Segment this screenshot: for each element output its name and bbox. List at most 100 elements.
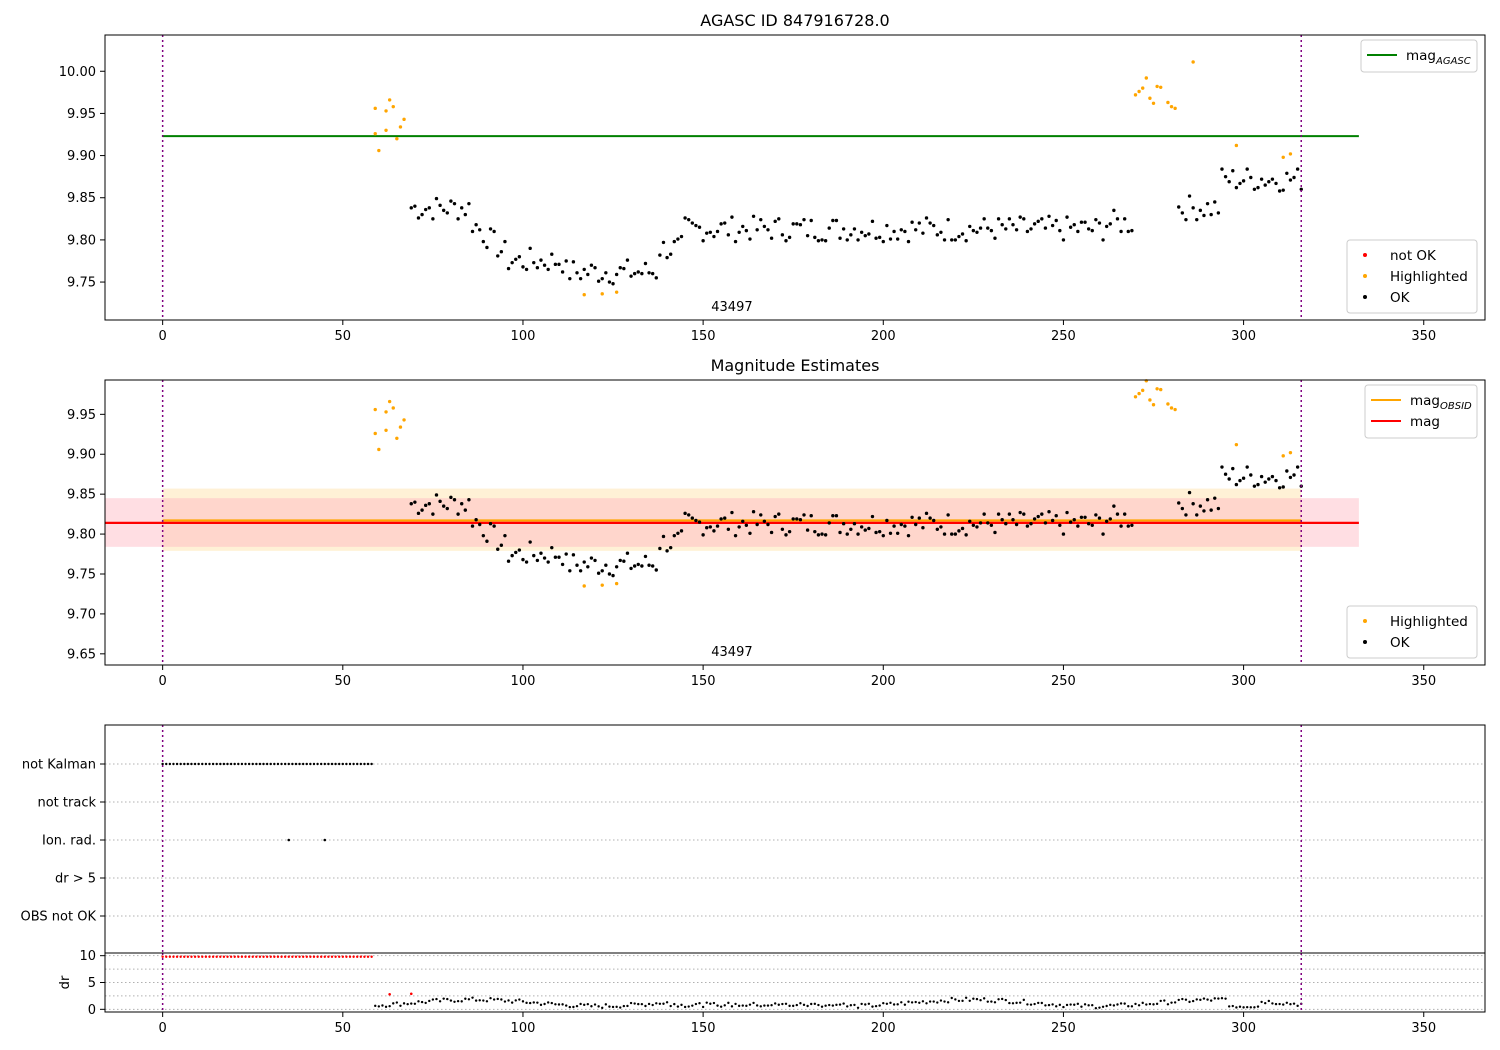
- not-kalman-point: [366, 762, 370, 766]
- x-tick-label: 0: [159, 1021, 167, 1036]
- ok-point: [982, 512, 986, 516]
- dr-point: [467, 998, 471, 1001]
- ok-point: [593, 558, 597, 563]
- ok-point: [427, 502, 431, 506]
- dr-capped-point: [327, 955, 330, 958]
- ok-point: [802, 217, 806, 222]
- ok-point: [1050, 518, 1055, 523]
- dr-capped-point: [356, 955, 359, 958]
- not-kalman-point: [352, 762, 355, 766]
- ok-point: [787, 235, 792, 240]
- dr-point: [1105, 1004, 1108, 1008]
- flag-category-label: not Kalman: [22, 758, 96, 773]
- dr-point: [849, 1004, 853, 1007]
- y-tick-label: 9.85: [67, 488, 96, 503]
- ok-point: [921, 231, 925, 235]
- ok-point: [1292, 473, 1296, 477]
- ok-point: [1072, 223, 1076, 227]
- not-kalman-point: [233, 762, 236, 766]
- ok-point: [1061, 238, 1066, 242]
- dr-point: [449, 999, 453, 1002]
- dr-capped-point: [175, 955, 179, 958]
- ok-point: [524, 560, 529, 564]
- highlighted-point: [1159, 387, 1163, 392]
- highlighted-point: [395, 137, 399, 141]
- dr-point: [474, 999, 478, 1002]
- ok-point: [1126, 229, 1130, 234]
- ok-point: [906, 533, 911, 538]
- dr-capped-point: [338, 955, 341, 958]
- ok-point: [618, 558, 622, 563]
- ok-point: [831, 514, 835, 518]
- ok-point: [766, 228, 770, 232]
- dr-point: [964, 996, 968, 999]
- ok-point: [834, 514, 839, 518]
- ok-point: [492, 229, 496, 234]
- ok-point: [1058, 228, 1062, 233]
- ok-point: [1202, 509, 1206, 513]
- dr-notok-point: [388, 993, 391, 996]
- highlighted-point: [600, 292, 604, 296]
- ok-point: [557, 555, 561, 559]
- highlighted-point: [614, 581, 619, 586]
- ok-point: [820, 532, 824, 536]
- dr-point: [1224, 997, 1227, 1000]
- ok-point: [485, 245, 489, 250]
- ok-point: [968, 224, 972, 229]
- ok-point: [431, 512, 435, 516]
- dr-point: [413, 1002, 417, 1005]
- ok-point: [611, 573, 615, 578]
- ok-point: [1101, 532, 1105, 536]
- ok-point: [629, 566, 633, 571]
- ok-point: [1216, 506, 1221, 511]
- ok-point: [708, 230, 713, 235]
- legend-label: Highlighted: [1390, 269, 1468, 285]
- ok-point: [975, 525, 979, 529]
- dr-point: [1116, 1003, 1119, 1006]
- ok-point: [877, 235, 882, 240]
- ok-point: [1277, 486, 1282, 490]
- dr-point: [1282, 1003, 1285, 1006]
- not-kalman-point: [215, 762, 218, 766]
- ok-point: [856, 532, 860, 536]
- ok-point: [993, 236, 997, 240]
- ok-point: [784, 239, 788, 243]
- flag-category-label: dr > 5: [55, 872, 96, 887]
- dr-point: [1188, 1000, 1191, 1004]
- ok-point: [838, 236, 842, 240]
- ok-point: [1249, 175, 1253, 180]
- ok-point: [1213, 200, 1217, 204]
- dr-point: [1256, 1005, 1260, 1008]
- dr-point: [892, 1003, 896, 1006]
- dr-point: [694, 1002, 698, 1006]
- highlighted-point: [1155, 387, 1159, 391]
- x-tick-label: 350: [1411, 329, 1436, 344]
- ok-point: [809, 218, 813, 223]
- ok-point: [456, 217, 460, 221]
- ok-point: [1263, 480, 1267, 484]
- legend-label: mag: [1410, 414, 1440, 430]
- ok-point: [665, 255, 669, 260]
- ok-point: [751, 214, 756, 218]
- ok-point: [942, 238, 947, 242]
- dr-point: [961, 999, 964, 1003]
- ok-point: [636, 270, 640, 274]
- ok-point: [532, 260, 536, 265]
- not-kalman-point: [197, 762, 200, 766]
- ok-point: [694, 223, 698, 228]
- dr-point: [417, 1000, 420, 1003]
- y-tick-label: 10.00: [59, 65, 96, 80]
- ok-point: [1227, 477, 1231, 481]
- flag-category-label: not track: [37, 796, 96, 811]
- y-tick-label: 5: [88, 976, 96, 991]
- ok-point: [867, 526, 871, 531]
- dr-point: [1285, 1001, 1289, 1004]
- ok-point: [1083, 220, 1087, 224]
- ok-point: [701, 533, 705, 537]
- ok-point: [1094, 217, 1098, 222]
- ok-point: [636, 562, 640, 567]
- panel-title: Magnitude Estimates: [711, 356, 880, 375]
- dr-point: [925, 1002, 928, 1005]
- highlighted-point: [1133, 93, 1138, 97]
- ok-point: [831, 218, 835, 223]
